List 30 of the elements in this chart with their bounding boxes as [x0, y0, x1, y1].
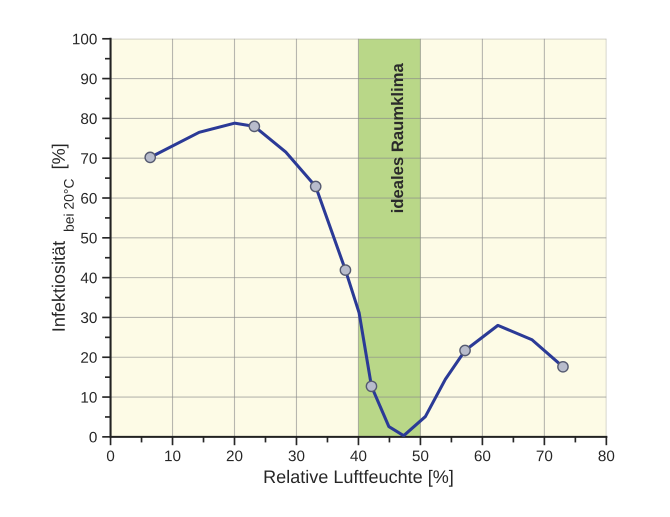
y-tick-label: 50	[80, 232, 97, 244]
x-tick-label: 0	[106, 450, 114, 462]
y-tick-label: 80	[81, 113, 97, 124]
x-tick-label: 20	[226, 450, 242, 462]
y-tick-label: 0	[89, 432, 97, 443]
band-label: ideales Raumklima	[390, 63, 404, 212]
y-tick-label: 30	[80, 312, 97, 324]
x-tick-label: 60	[474, 450, 490, 462]
y-tick-label: 90	[81, 73, 97, 84]
point	[340, 264, 352, 276]
x-tick-label: 70	[536, 450, 552, 462]
x-tick-label: 40	[350, 450, 366, 462]
y-tick-label: 40	[80, 272, 97, 284]
point	[248, 120, 260, 132]
y-tick-label: 70	[81, 153, 97, 164]
point	[366, 380, 378, 392]
x-tick-label: 50	[412, 450, 428, 462]
point	[144, 152, 156, 164]
y-axis-title: Infektiosität bei 20°C [%]	[52, 144, 74, 331]
x-tick-label: 80	[598, 450, 614, 462]
y-tick-label: 100	[73, 34, 97, 44]
point	[459, 344, 471, 356]
y-tick-label: 60	[81, 192, 97, 204]
x-tick-label: 30	[288, 450, 304, 462]
x-tick-label: 10	[165, 450, 180, 462]
point	[557, 360, 569, 373]
x-axis-title: Relative Luftfeuchte [%]	[264, 470, 453, 487]
y-tick-label: 10	[82, 392, 97, 403]
point	[310, 180, 322, 192]
y-tick-label: 20	[81, 352, 97, 363]
